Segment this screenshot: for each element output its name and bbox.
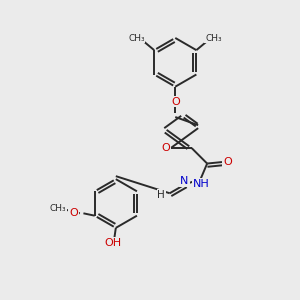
- Text: O: O: [223, 157, 232, 167]
- Text: N: N: [180, 176, 189, 186]
- Text: O: O: [69, 208, 78, 218]
- Text: CH₃: CH₃: [50, 204, 66, 213]
- Text: NH: NH: [193, 179, 210, 189]
- Text: OH: OH: [104, 238, 122, 248]
- Text: H: H: [158, 190, 165, 200]
- Text: O: O: [162, 143, 170, 153]
- Text: CH₃: CH₃: [128, 34, 145, 43]
- Text: O: O: [171, 97, 180, 106]
- Text: CH₃: CH₃: [205, 34, 222, 43]
